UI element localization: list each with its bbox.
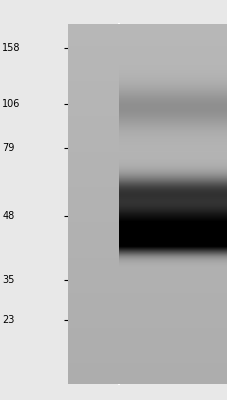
Text: 79: 79 (2, 143, 15, 153)
Text: 23: 23 (2, 315, 15, 325)
Text: 158: 158 (2, 43, 21, 53)
Text: 35: 35 (2, 275, 15, 285)
Text: 48: 48 (2, 211, 15, 221)
Text: 106: 106 (2, 99, 21, 109)
